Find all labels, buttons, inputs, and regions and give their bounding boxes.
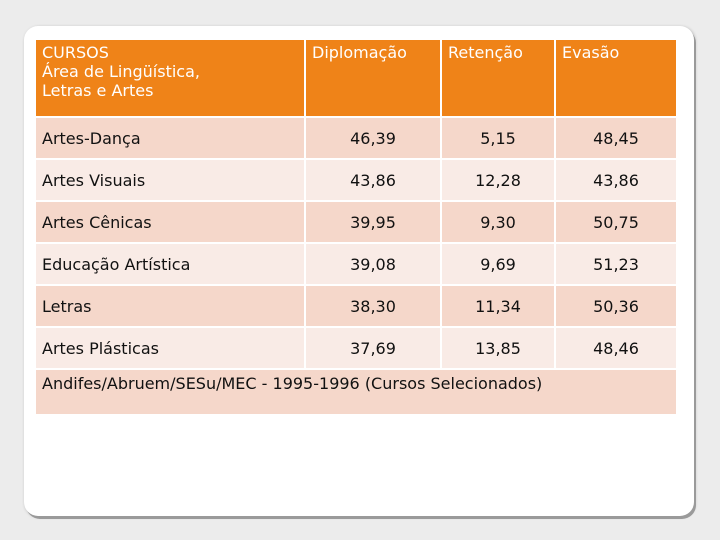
table-header-row: CURSOS Área de Lingüística, Letras e Art… [36, 40, 676, 116]
retencao-cell: 5,15 [440, 118, 554, 158]
diplomacao-cell: 43,86 [304, 160, 440, 200]
evasao-cell: 50,75 [554, 202, 676, 242]
table-row: Letras 38,30 11,34 50,36 [36, 286, 676, 326]
retencao-cell: 12,28 [440, 160, 554, 200]
header-courses-line: Letras e Artes [42, 81, 154, 100]
evasao-cell: 50,36 [554, 286, 676, 326]
evasao-cell: 43,86 [554, 160, 676, 200]
table-row: Artes-Dança 46,39 5,15 48,45 [36, 118, 676, 158]
table-row: Educação Artística 39,08 9,69 51,23 [36, 244, 676, 284]
table-row: Artes Visuais 43,86 12,28 43,86 [36, 160, 676, 200]
table-row: Artes Cênicas 39,95 9,30 50,75 [36, 202, 676, 242]
header-retencao: Retenção [440, 40, 554, 116]
table-row: Artes Plásticas 37,69 13,85 48,46 [36, 328, 676, 368]
header-courses: CURSOS Área de Lingüística, Letras e Art… [36, 40, 304, 116]
diplomacao-cell: 39,95 [304, 202, 440, 242]
diplomacao-cell: 46,39 [304, 118, 440, 158]
course-cell: Artes-Dança [36, 118, 304, 158]
diplomacao-cell: 37,69 [304, 328, 440, 368]
courses-table: CURSOS Área de Lingüística, Letras e Art… [36, 38, 676, 416]
retencao-cell: 9,30 [440, 202, 554, 242]
slide: CURSOS Área de Lingüística, Letras e Art… [24, 26, 694, 516]
header-evasao: Evasão [554, 40, 676, 116]
retencao-cell: 11,34 [440, 286, 554, 326]
evasao-cell: 48,46 [554, 328, 676, 368]
retencao-cell: 9,69 [440, 244, 554, 284]
header-courses-line: Área de Lingüística, [42, 62, 200, 81]
course-cell: Educação Artística [36, 244, 304, 284]
retencao-cell: 13,85 [440, 328, 554, 368]
course-cell: Artes Visuais [36, 160, 304, 200]
evasao-cell: 51,23 [554, 244, 676, 284]
diplomacao-cell: 39,08 [304, 244, 440, 284]
header-diplomacao: Diplomação [304, 40, 440, 116]
source-row: Andifes/Abruem/SESu/MEC - 1995-1996 (Cur… [36, 370, 676, 414]
course-cell: Artes Cênicas [36, 202, 304, 242]
evasao-cell: 48,45 [554, 118, 676, 158]
source-note: Andifes/Abruem/SESu/MEC - 1995-1996 (Cur… [36, 370, 676, 414]
course-cell: Letras [36, 286, 304, 326]
course-cell: Artes Plásticas [36, 328, 304, 368]
header-courses-line: CURSOS [42, 43, 109, 62]
diplomacao-cell: 38,30 [304, 286, 440, 326]
